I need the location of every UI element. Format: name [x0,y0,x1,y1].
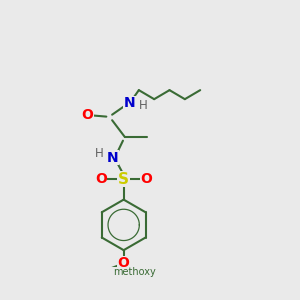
Text: S: S [118,172,129,187]
Text: N: N [124,96,136,110]
Text: N: N [106,151,118,164]
Text: H: H [94,147,103,161]
Text: methoxy: methoxy [113,267,156,277]
Text: O: O [141,172,152,186]
Text: O: O [82,108,94,122]
Text: O: O [118,256,130,270]
Text: H: H [139,99,147,112]
Text: O: O [95,172,107,186]
